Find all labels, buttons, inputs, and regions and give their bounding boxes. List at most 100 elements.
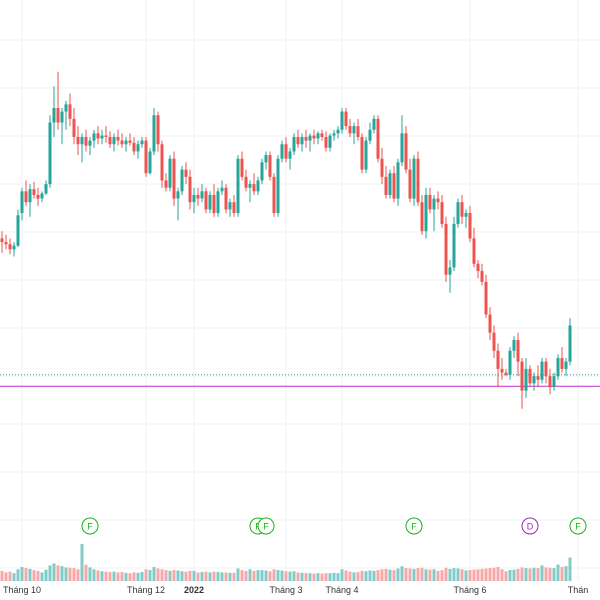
event-marker-circle bbox=[257, 517, 275, 535]
candle-down bbox=[156, 111, 160, 152]
candle-body bbox=[200, 191, 204, 199]
volume-bar bbox=[188, 570, 192, 581]
candle-body bbox=[340, 111, 344, 130]
volume-bar bbox=[272, 569, 276, 581]
volume-bar bbox=[68, 567, 72, 581]
candle-body bbox=[292, 136, 296, 152]
volume-bar bbox=[384, 568, 388, 581]
candle-up bbox=[464, 209, 468, 228]
volume-bar bbox=[324, 573, 328, 581]
candle-up bbox=[248, 180, 252, 203]
volume-bar bbox=[284, 571, 288, 581]
x-axis-tick-label: Thán bbox=[568, 585, 589, 595]
volume-bar bbox=[216, 572, 220, 581]
volume-bar bbox=[536, 568, 540, 581]
candle-body bbox=[260, 162, 264, 181]
candle-body bbox=[304, 136, 308, 141]
volume-bar bbox=[72, 568, 76, 581]
candle-body bbox=[428, 194, 432, 210]
volume-bar bbox=[344, 570, 348, 581]
candle-down bbox=[172, 151, 176, 206]
candle-up bbox=[12, 242, 16, 257]
candle-up bbox=[340, 107, 344, 134]
volume-bar bbox=[484, 568, 488, 581]
volume-bar bbox=[180, 571, 184, 581]
volume-bar bbox=[96, 570, 100, 581]
volume-bar bbox=[152, 566, 156, 581]
volume-bar bbox=[488, 568, 492, 581]
candle-body bbox=[400, 133, 404, 163]
candle-body bbox=[32, 189, 36, 195]
candle-up bbox=[388, 169, 392, 199]
volume-bar bbox=[388, 569, 392, 581]
candle-down bbox=[408, 158, 412, 203]
volume-bar bbox=[64, 567, 68, 581]
volume-bar bbox=[300, 572, 304, 581]
x-axis-tick-label: Tháng 4 bbox=[325, 585, 358, 595]
candle-body bbox=[224, 187, 228, 210]
volume-bar bbox=[320, 573, 324, 581]
volume-bar bbox=[428, 569, 432, 581]
candle-body bbox=[532, 376, 536, 384]
candle-body bbox=[272, 176, 276, 214]
candle-body bbox=[240, 158, 244, 177]
candle-up bbox=[364, 136, 368, 174]
candle-body bbox=[324, 136, 328, 148]
volume-bar bbox=[196, 572, 200, 581]
financial-report-marker[interactable]: F bbox=[257, 517, 275, 535]
volume-bar bbox=[380, 569, 384, 581]
candle-up bbox=[124, 136, 128, 152]
candle-up bbox=[396, 158, 400, 206]
volume-bar bbox=[368, 570, 372, 581]
volume-bar bbox=[8, 571, 12, 581]
candle-up bbox=[352, 122, 356, 145]
candle-body bbox=[92, 133, 96, 141]
candle-up bbox=[200, 184, 204, 203]
candle-body bbox=[152, 115, 156, 152]
candle-body bbox=[176, 191, 180, 199]
candle-down bbox=[544, 358, 548, 384]
volume-bar bbox=[168, 570, 172, 581]
candle-body bbox=[180, 169, 184, 192]
volume-bar bbox=[200, 572, 204, 581]
candle-down bbox=[72, 107, 76, 145]
candle-body bbox=[312, 135, 316, 139]
candle-body bbox=[484, 281, 488, 315]
volume-bar bbox=[156, 568, 160, 581]
volume-bar bbox=[448, 568, 452, 581]
candle-body bbox=[496, 350, 500, 369]
volume-bar bbox=[128, 573, 132, 581]
candle-up bbox=[44, 180, 48, 195]
event-marker-label: F bbox=[411, 522, 417, 532]
financial-report-marker[interactable]: F bbox=[81, 517, 99, 535]
candle-body bbox=[456, 202, 460, 224]
financial-report-marker[interactable]: F bbox=[569, 517, 587, 535]
volume-bar bbox=[348, 571, 352, 581]
candle-down bbox=[8, 238, 12, 255]
event-marker-label: F bbox=[575, 522, 581, 532]
candle-body bbox=[556, 358, 560, 377]
volume-bar bbox=[88, 567, 92, 581]
event-marker-circle bbox=[569, 517, 587, 535]
candle-body bbox=[560, 358, 564, 369]
candle-down bbox=[284, 136, 288, 163]
grid-lines bbox=[0, 0, 600, 581]
x-axis-tick-label: Tháng 10 bbox=[3, 585, 41, 595]
candle-body bbox=[36, 194, 40, 199]
volume-bar bbox=[20, 566, 24, 581]
volume-bar bbox=[332, 572, 336, 581]
event-marker-label: D bbox=[527, 522, 534, 532]
volume-bar bbox=[508, 570, 512, 581]
candle-down bbox=[56, 71, 60, 130]
volume-bar bbox=[56, 565, 60, 581]
volume-bar bbox=[160, 569, 164, 581]
candle-body bbox=[472, 238, 476, 264]
candle-body bbox=[448, 267, 452, 275]
dividend-marker[interactable]: D bbox=[521, 517, 539, 535]
candle-body bbox=[136, 144, 140, 152]
financial-report-marker[interactable]: F bbox=[405, 517, 423, 535]
volume-bar bbox=[224, 572, 228, 581]
candle-body bbox=[380, 158, 384, 177]
